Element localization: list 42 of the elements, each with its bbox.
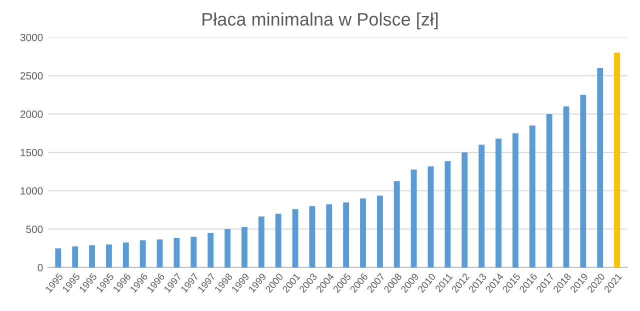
bar [190,236,197,268]
bar [563,106,570,268]
bar [258,216,264,268]
y-tick-label: 500 [26,226,43,233]
bar [208,232,214,268]
bar [394,181,400,268]
bar [292,209,298,268]
bar [580,94,586,268]
bar [444,161,451,268]
y-tick-label: 0 [38,264,43,272]
chart-title: Płaca minimalna w Polsce [zł] [202,12,438,30]
bar [597,68,604,268]
bar [224,229,230,268]
bar [512,133,518,268]
bar [410,170,417,268]
bar [275,214,282,268]
bar [89,245,95,268]
bar [326,204,332,268]
bar [343,202,350,268]
bar [241,226,248,268]
bar [462,152,468,268]
bar [546,114,552,268]
bar [174,238,180,268]
bar [496,138,502,268]
bar [360,198,366,268]
bar [72,246,78,268]
bar [428,166,434,268]
y-tick-label: 2000 [20,110,43,118]
y-tick-label: 1000 [20,187,43,195]
y-tick-label: 2500 [20,72,43,80]
bar [140,240,146,268]
y-tick-label: 3000 [20,34,43,42]
bar [156,239,163,268]
bar [55,248,62,268]
bar [106,244,112,268]
bar [614,52,620,268]
bar [122,242,129,268]
bar [376,196,383,268]
y-tick-label: 1500 [20,148,43,156]
bar [309,206,316,268]
bar [478,144,485,268]
bar [529,126,536,268]
